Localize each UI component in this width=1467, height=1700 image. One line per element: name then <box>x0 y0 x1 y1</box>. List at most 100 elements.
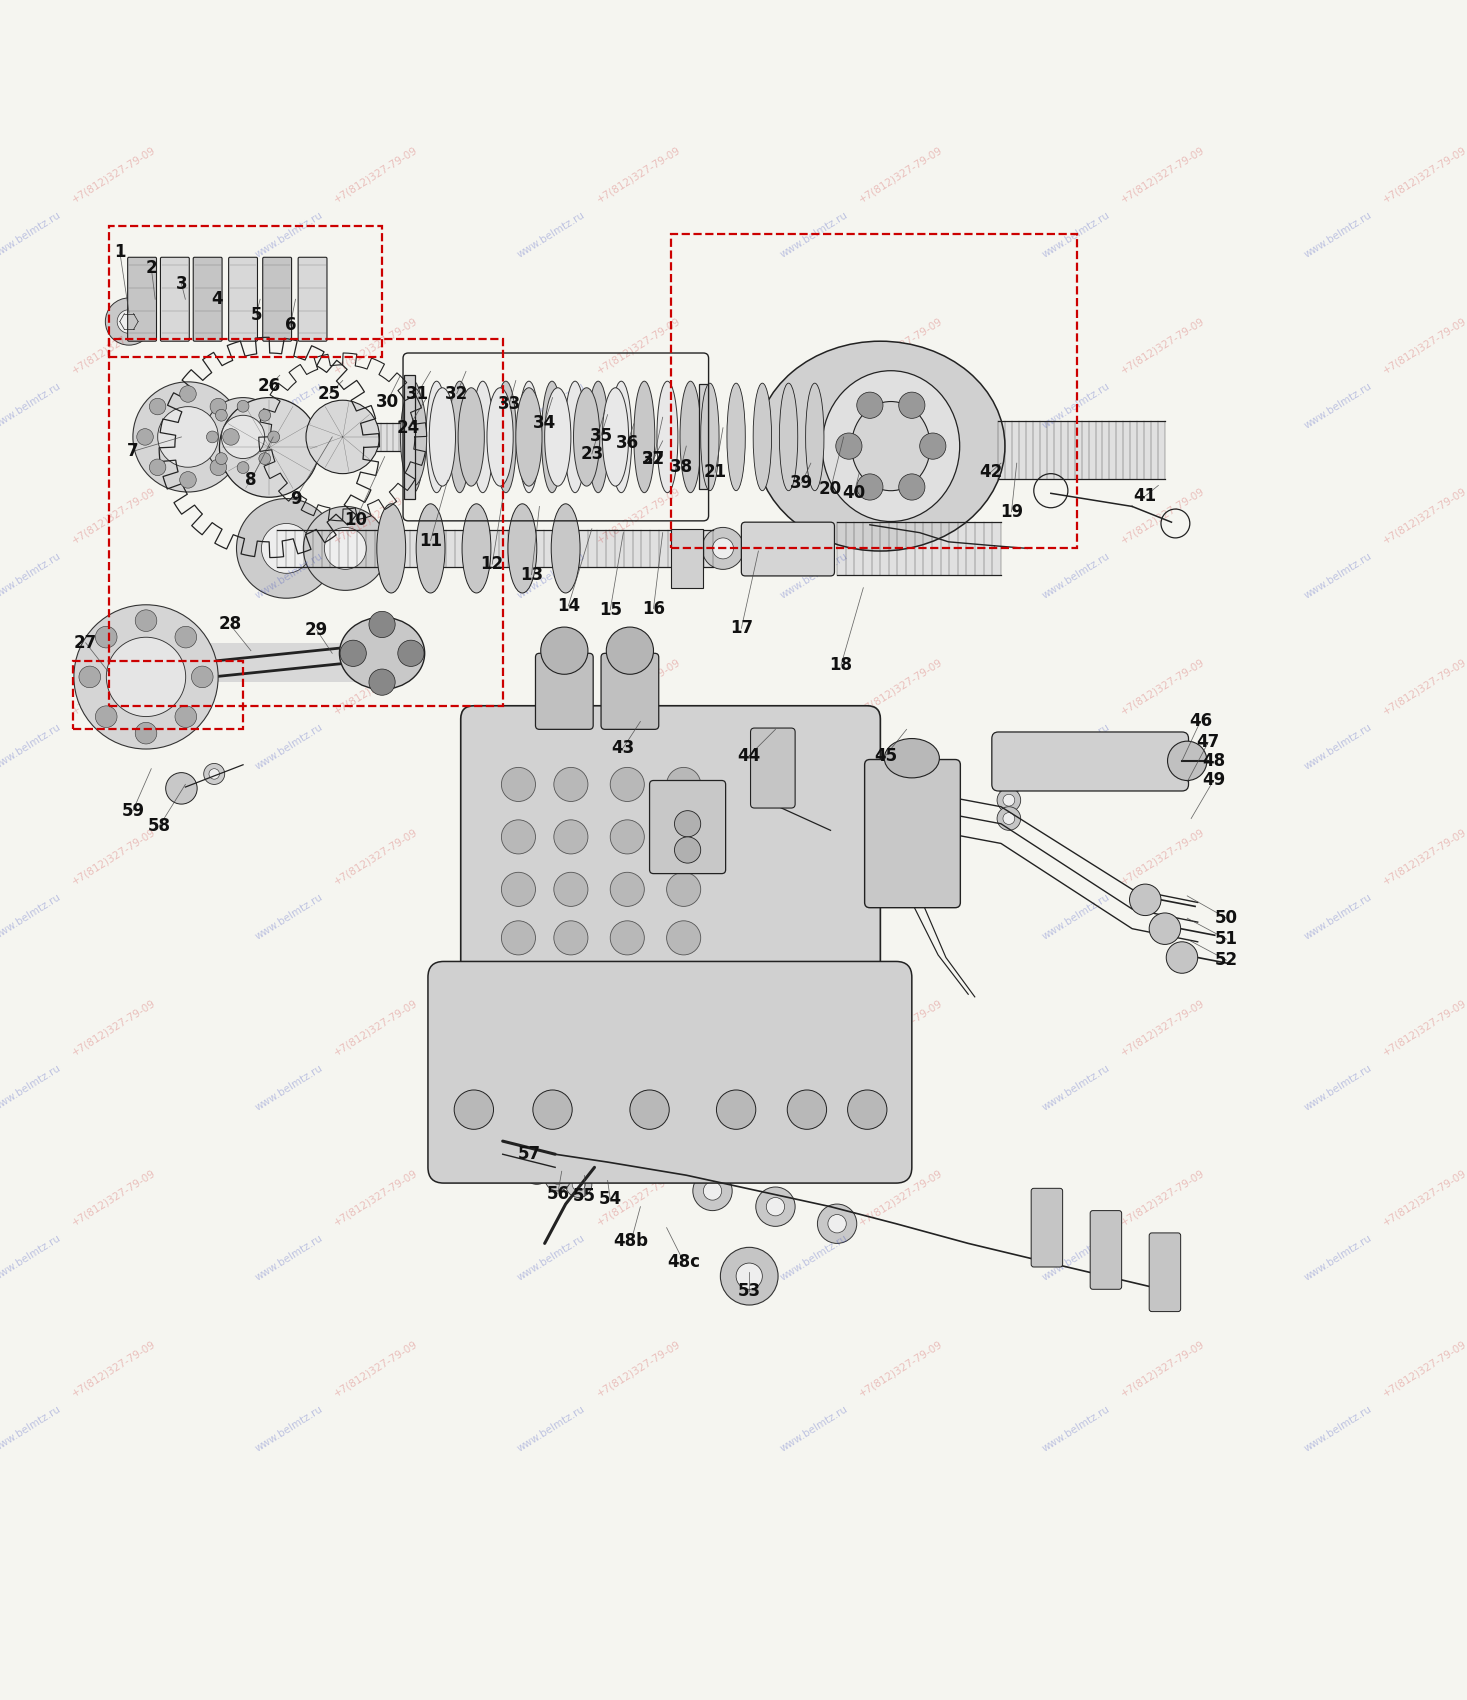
Text: +7(812)327-79-09: +7(812)327-79-09 <box>1382 486 1467 546</box>
Circle shape <box>533 1090 572 1129</box>
FancyBboxPatch shape <box>751 728 795 808</box>
Circle shape <box>117 309 141 333</box>
Text: +7(812)327-79-09: +7(812)327-79-09 <box>1119 998 1206 1057</box>
Text: +7(812)327-79-09: +7(812)327-79-09 <box>332 998 420 1057</box>
Text: 20: 20 <box>819 481 842 498</box>
Circle shape <box>204 398 282 476</box>
Ellipse shape <box>472 381 493 493</box>
Circle shape <box>238 400 249 411</box>
Text: www.belmtz.ru: www.belmtz.ru <box>778 211 849 260</box>
Circle shape <box>208 768 220 779</box>
Text: 32: 32 <box>445 384 468 403</box>
Text: +7(812)327-79-09: +7(812)327-79-09 <box>857 656 945 716</box>
Circle shape <box>216 452 227 464</box>
Ellipse shape <box>701 382 719 491</box>
Circle shape <box>304 507 387 590</box>
Text: 16: 16 <box>643 600 665 617</box>
Circle shape <box>766 1197 785 1216</box>
Text: 50: 50 <box>1215 910 1238 926</box>
Text: +7(812)327-79-09: +7(812)327-79-09 <box>857 316 945 376</box>
Circle shape <box>268 432 280 442</box>
Text: 14: 14 <box>556 597 579 615</box>
Ellipse shape <box>634 381 654 493</box>
Ellipse shape <box>753 382 772 491</box>
FancyBboxPatch shape <box>1090 1210 1122 1289</box>
Circle shape <box>502 819 535 853</box>
Circle shape <box>996 768 1022 796</box>
Circle shape <box>666 921 701 955</box>
Text: 35: 35 <box>590 427 613 445</box>
Text: 45: 45 <box>874 746 898 765</box>
Text: www.belmtz.ru: www.belmtz.ru <box>254 1062 326 1112</box>
Text: +7(812)327-79-09: +7(812)327-79-09 <box>332 656 420 716</box>
Circle shape <box>555 767 588 801</box>
Bar <box>700 384 710 490</box>
Text: +7(812)327-79-09: +7(812)327-79-09 <box>857 998 945 1057</box>
Text: 43: 43 <box>612 740 635 756</box>
Text: 11: 11 <box>420 532 442 549</box>
Text: www.belmtz.ru: www.belmtz.ru <box>1040 892 1112 942</box>
Circle shape <box>307 400 380 474</box>
Circle shape <box>675 836 701 864</box>
FancyBboxPatch shape <box>864 760 961 908</box>
Ellipse shape <box>552 503 579 593</box>
Text: www.belmtz.ru: www.belmtz.ru <box>778 551 849 600</box>
Bar <box>999 422 1165 479</box>
FancyBboxPatch shape <box>229 257 258 342</box>
Bar <box>405 374 415 500</box>
Circle shape <box>753 539 772 558</box>
Circle shape <box>1168 741 1207 780</box>
Circle shape <box>210 398 226 415</box>
Bar <box>182 423 411 452</box>
Text: +7(812)327-79-09: +7(812)327-79-09 <box>70 826 157 887</box>
Circle shape <box>555 872 588 906</box>
Circle shape <box>920 434 946 459</box>
Ellipse shape <box>458 388 484 486</box>
Circle shape <box>455 1090 493 1129</box>
Circle shape <box>210 459 226 476</box>
Text: www.belmtz.ru: www.belmtz.ru <box>0 1404 63 1453</box>
Ellipse shape <box>756 342 1005 551</box>
Text: 28: 28 <box>219 615 242 634</box>
Circle shape <box>857 474 883 500</box>
Text: 49: 49 <box>1201 772 1225 789</box>
Text: +7(812)327-79-09: +7(812)327-79-09 <box>332 316 420 376</box>
Circle shape <box>368 670 395 695</box>
Ellipse shape <box>657 381 678 493</box>
Circle shape <box>222 415 264 459</box>
Ellipse shape <box>681 381 701 493</box>
Circle shape <box>716 1090 756 1129</box>
Circle shape <box>207 432 219 442</box>
Circle shape <box>150 459 166 476</box>
Ellipse shape <box>885 738 939 779</box>
Circle shape <box>899 474 926 500</box>
Circle shape <box>157 406 219 468</box>
Text: +7(812)327-79-09: +7(812)327-79-09 <box>594 1338 682 1397</box>
Text: 25: 25 <box>318 384 342 403</box>
Text: +7(812)327-79-09: +7(812)327-79-09 <box>594 826 682 887</box>
Text: 23: 23 <box>581 445 603 462</box>
Circle shape <box>258 410 270 422</box>
Circle shape <box>204 763 224 784</box>
FancyBboxPatch shape <box>741 522 835 576</box>
Ellipse shape <box>805 382 824 491</box>
Ellipse shape <box>516 388 541 486</box>
Circle shape <box>857 393 883 418</box>
Circle shape <box>836 434 863 459</box>
Circle shape <box>555 921 588 955</box>
Ellipse shape <box>544 388 571 486</box>
Text: +7(812)327-79-09: +7(812)327-79-09 <box>332 826 420 887</box>
Circle shape <box>788 1090 826 1129</box>
Ellipse shape <box>603 388 628 486</box>
Text: www.belmtz.ru: www.belmtz.ru <box>1303 721 1375 772</box>
Circle shape <box>106 638 186 717</box>
Text: www.belmtz.ru: www.belmtz.ru <box>516 1404 587 1453</box>
Text: 12: 12 <box>481 556 503 573</box>
Text: +7(812)327-79-09: +7(812)327-79-09 <box>594 1168 682 1227</box>
Circle shape <box>95 626 117 648</box>
Text: www.belmtz.ru: www.belmtz.ru <box>516 1232 587 1284</box>
FancyBboxPatch shape <box>992 733 1188 791</box>
Circle shape <box>79 666 101 688</box>
Ellipse shape <box>496 381 516 493</box>
Ellipse shape <box>430 388 455 486</box>
